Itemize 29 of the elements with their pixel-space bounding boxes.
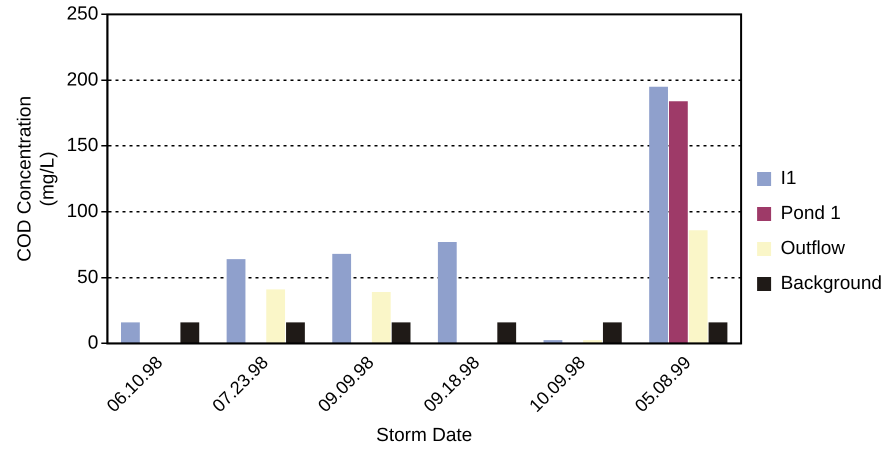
x-axis-title: Storm Date xyxy=(376,424,472,446)
bar xyxy=(649,86,668,343)
bar xyxy=(688,230,708,343)
bar xyxy=(708,322,728,343)
bar xyxy=(497,322,516,343)
bar xyxy=(602,322,622,343)
y-tick-label: 150 xyxy=(66,135,98,156)
y-tick-label: 100 xyxy=(66,201,98,222)
legend-label: Background xyxy=(780,273,882,294)
y-tick-label: 250 xyxy=(66,4,98,25)
bar xyxy=(180,322,200,343)
y-tick-label: 0 xyxy=(88,332,98,354)
bar xyxy=(226,259,246,343)
bar xyxy=(332,254,352,343)
bar xyxy=(583,340,602,343)
bar xyxy=(668,101,688,343)
bar xyxy=(286,322,305,343)
y-tick-label: 50 xyxy=(77,266,98,288)
y-axis-title: COD Concentration (mg/L) xyxy=(14,96,58,262)
legend-label: Pond 1 xyxy=(780,203,841,224)
legend-label: I1 xyxy=(780,168,796,190)
bar xyxy=(372,292,391,343)
bar xyxy=(121,322,140,343)
bar xyxy=(438,242,457,343)
bar xyxy=(266,289,286,343)
bar xyxy=(544,340,562,343)
y-tick-label: 200 xyxy=(66,69,98,90)
bar xyxy=(392,322,410,343)
legend-label: Outflow xyxy=(780,238,846,260)
